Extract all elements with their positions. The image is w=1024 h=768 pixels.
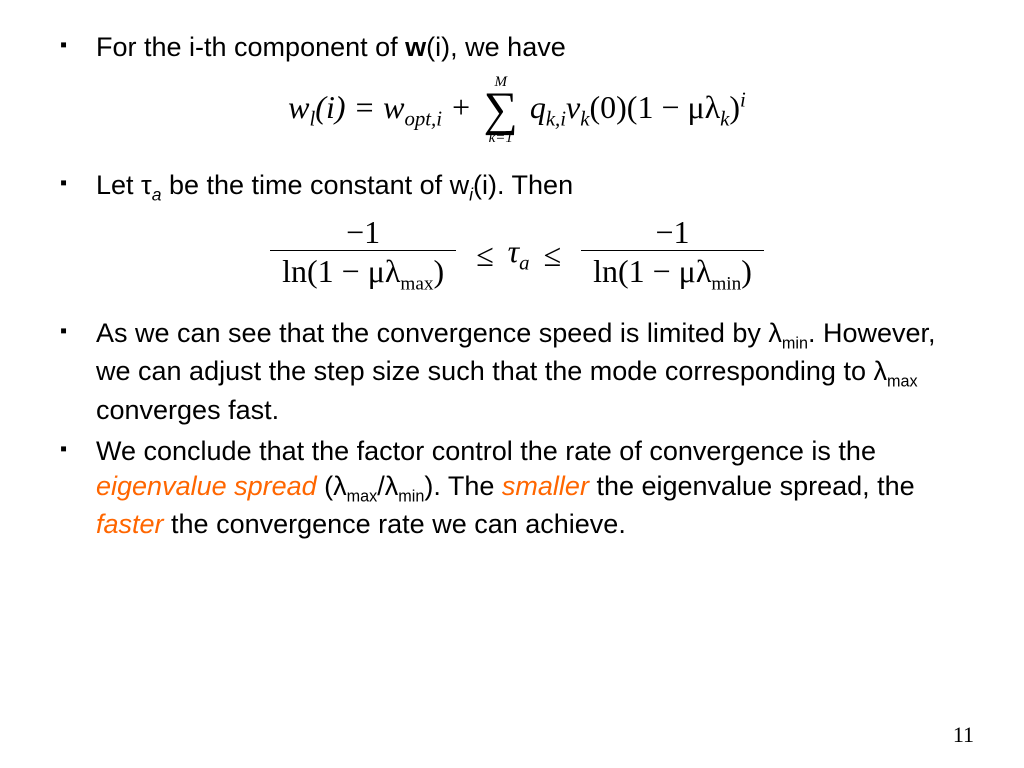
eq2-frac-right: −1 ln(1 − μλmin) bbox=[581, 216, 764, 294]
b4-hl1: eigenvalue spread bbox=[96, 471, 317, 501]
eq2-frac-left: −1 ln(1 − μλmax) bbox=[270, 216, 456, 294]
eq2-rel1: ≤ bbox=[476, 237, 494, 273]
eq2-den-right-b: ) bbox=[741, 253, 752, 289]
sum-icon: M ∑ k=1 bbox=[484, 75, 518, 146]
eq2-den-left-b: ) bbox=[433, 253, 444, 289]
b4-f: the convergence rate we can achieve. bbox=[164, 509, 626, 539]
bullet-list-3: As we can see that the convergence speed… bbox=[60, 316, 974, 543]
b1-post: (i), we have bbox=[426, 32, 566, 62]
b2-sub1: a bbox=[152, 184, 162, 204]
bullet-3: As we can see that the convergence speed… bbox=[60, 316, 974, 428]
b4-d: ). The bbox=[424, 471, 502, 501]
equation-2: −1 ln(1 − μλmax) ≤ τa ≤ −1 ln(1 − μλmin) bbox=[60, 216, 974, 294]
b4-b: (λ bbox=[317, 471, 347, 501]
equation-1: wl(i) = wopt,i + M ∑ k=1 qk,ivk(0)(1 − μ… bbox=[60, 75, 974, 146]
eq1-lhs: w bbox=[288, 89, 309, 125]
eq2-den-right-a: ln(1 − μλ bbox=[593, 253, 711, 289]
eq1-q-sub: k,i bbox=[546, 108, 566, 131]
eq1-sum-bot: k=1 bbox=[484, 131, 518, 146]
eq1-v: v bbox=[566, 89, 580, 125]
b3-sub1: min bbox=[782, 334, 808, 352]
eq2-num-right: −1 bbox=[581, 216, 764, 251]
slide: For the i-th component of w(i), we have … bbox=[0, 0, 1024, 768]
b4-sub2: min bbox=[398, 487, 424, 505]
eq2-den-right-sub: min bbox=[711, 273, 741, 294]
eq1-close: ) bbox=[729, 89, 740, 125]
b4-hl2: smaller bbox=[502, 471, 589, 501]
eq2-den-left-sub: max bbox=[400, 273, 433, 294]
b1-bold: w bbox=[405, 32, 426, 62]
eq2-mid-sub: a bbox=[519, 252, 529, 275]
eq1-q: q bbox=[530, 89, 546, 125]
eq1-lam-sub: k bbox=[720, 108, 729, 131]
eq2-num-left: −1 bbox=[270, 216, 456, 251]
bullet-4: We conclude that the factor control the … bbox=[60, 434, 974, 543]
eq2-den-left-a: ln(1 − μλ bbox=[282, 253, 400, 289]
eq1-lhs-arg: (i) = w bbox=[315, 89, 404, 125]
b2-post: (i). Then bbox=[473, 170, 573, 200]
eq1-opt-sub: opt,i bbox=[404, 107, 442, 130]
bullet-2: Let τa be the time constant of wi(i). Th… bbox=[60, 168, 974, 206]
page-number: 11 bbox=[953, 722, 974, 748]
bullet-list-2: Let τa be the time constant of wi(i). Th… bbox=[60, 168, 974, 206]
b2-mid: be the time constant of w bbox=[161, 170, 469, 200]
eq1-sup: i bbox=[740, 89, 746, 112]
b4-c: /λ bbox=[377, 471, 398, 501]
eq1-plus: + bbox=[442, 89, 480, 125]
b3-c: converges fast. bbox=[96, 395, 279, 425]
b4-e: the eigenvalue spread, the bbox=[589, 471, 915, 501]
b4-a: We conclude that the factor control the … bbox=[96, 436, 876, 466]
eq2-mid: τ bbox=[508, 233, 519, 269]
b3-a: As we can see that the convergence speed… bbox=[96, 318, 782, 348]
bullet-list: For the i-th component of w(i), we have bbox=[60, 30, 974, 65]
b2-pre: Let τ bbox=[96, 170, 152, 200]
eq1-zero: (0)(1 − μλ bbox=[589, 89, 720, 125]
bullet-1: For the i-th component of w(i), we have bbox=[60, 30, 974, 65]
b1-pre: For the i-th component of bbox=[96, 32, 405, 62]
b4-sub1: max bbox=[347, 487, 378, 505]
b4-hl3: faster bbox=[96, 509, 164, 539]
eq2-rel2: ≤ bbox=[544, 237, 562, 273]
b3-sub2: max bbox=[887, 373, 918, 391]
